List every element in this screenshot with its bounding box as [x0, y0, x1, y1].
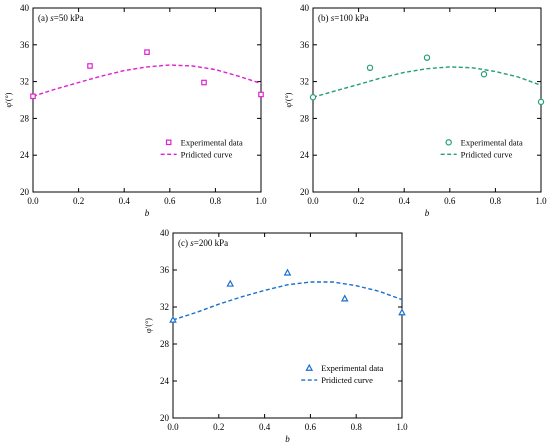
- data-point: [226, 279, 235, 287]
- data-point: [144, 49, 150, 55]
- data-point: [258, 91, 264, 98]
- data-point: [423, 54, 431, 61]
- x-axis-label: b: [285, 434, 290, 444]
- x-tick-label: 0.8: [210, 196, 222, 206]
- legend-label: Experimental data: [181, 137, 243, 147]
- data-point: [309, 94, 317, 101]
- y-axis-label: φ′(°): [284, 92, 293, 107]
- y-tick-label: 40: [20, 3, 30, 13]
- predicted-curve-line: [32, 64, 262, 97]
- chart-panel-1: 0.0 0.2 0.4 0.6 0.8 1.0 20 24 28 32 36 40 b φ′(°) (a) …: [4, 3, 267, 218]
- x-tick-label: 1.0: [255, 196, 267, 206]
- legend-marker: [445, 139, 452, 146]
- data-point: [480, 71, 488, 78]
- legend-marker: [305, 363, 314, 371]
- y-tick-label: 36: [160, 265, 170, 275]
- x-tick-label: 1.0: [396, 422, 408, 432]
- x-tick-label: 0.6: [444, 196, 456, 206]
- x-tick-label: 0.2: [73, 196, 84, 206]
- plot-frame: [312, 7, 542, 193]
- y-tick-label: 20: [300, 187, 310, 197]
- panel-title: (c) s=200 kPa: [178, 238, 228, 248]
- x-tick-label: 0.6: [164, 196, 176, 206]
- legend-label: Experimental data: [461, 137, 523, 147]
- panel-title: (a) s=50 kPa: [38, 13, 84, 23]
- y-axis-label: φ′(°): [4, 92, 13, 107]
- x-tick-label: 0.2: [213, 422, 224, 432]
- y-axis-label: φ′(°): [144, 318, 153, 333]
- plot-frame: [172, 232, 403, 419]
- x-tick-label: 0.6: [305, 422, 317, 432]
- predicted-curve-line: [312, 66, 542, 98]
- data-point: [537, 98, 545, 106]
- y-tick-label: 24: [20, 150, 30, 160]
- y-tick-label: 20: [160, 413, 170, 423]
- x-axis-label: b: [425, 208, 430, 218]
- data-point: [366, 64, 374, 72]
- chart-panel-2: 0.0 0.2 0.4 0.6 0.8 1.0 20 24 28 32 36 40 b φ′(°) (b) …: [284, 3, 547, 218]
- y-tick-label: 24: [300, 150, 310, 160]
- y-tick-label: 28: [20, 113, 30, 123]
- y-tick-label: 28: [300, 113, 310, 123]
- y-tick-label: 24: [160, 376, 170, 386]
- x-tick-label: 0.2: [353, 196, 364, 206]
- y-tick-label: 20: [20, 187, 30, 197]
- y-tick-label: 36: [20, 40, 30, 50]
- y-tick-label: 28: [160, 339, 170, 349]
- chart-panel-3: 0.0 0.2 0.4 0.6 0.8 1.0 20 24 28 32 36 40 b φ′(°) (c) …: [144, 228, 408, 444]
- y-tick-label: 32: [20, 77, 29, 87]
- data-point: [169, 315, 177, 323]
- x-tick-label: 0.4: [259, 422, 271, 432]
- data-point: [283, 268, 292, 276]
- legend-marker: [165, 139, 172, 146]
- data-point: [87, 63, 93, 69]
- data-point: [201, 79, 207, 86]
- y-tick-label: 36: [300, 40, 310, 50]
- x-tick-label: 0.8: [351, 422, 363, 432]
- panel-title: (b) s=100 kPa: [318, 13, 369, 23]
- legend-label: Experimental data: [321, 363, 383, 373]
- y-tick-label: 40: [300, 3, 310, 13]
- data-point: [340, 294, 349, 302]
- y-tick-label: 32: [300, 77, 309, 87]
- x-tick-label: 0.0: [167, 422, 179, 432]
- x-tick-label: 0.4: [399, 196, 411, 206]
- y-tick-label: 40: [160, 228, 170, 238]
- legend-label: Pridicted curve: [461, 149, 513, 159]
- x-tick-label: 0.8: [490, 196, 502, 206]
- y-tick-label: 32: [160, 302, 169, 312]
- x-tick-label: 1.0: [535, 196, 547, 206]
- legend-label: Pridicted curve: [181, 149, 233, 159]
- x-tick-label: 0.0: [27, 196, 39, 206]
- data-point: [398, 308, 406, 316]
- legend-label: Pridicted curve: [321, 375, 373, 385]
- plot-frame: [32, 7, 262, 193]
- predicted-curve-line: [172, 281, 403, 321]
- x-tick-label: 0.4: [119, 196, 131, 206]
- x-tick-label: 0.0: [307, 196, 319, 206]
- x-axis-label: b: [145, 208, 150, 218]
- data-point: [30, 93, 36, 100]
